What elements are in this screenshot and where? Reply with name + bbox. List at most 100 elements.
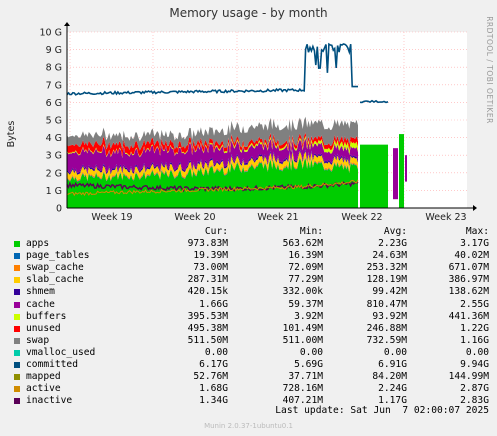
legend-min: 101.49M bbox=[282, 322, 323, 334]
legend-min: 728.16M bbox=[282, 383, 323, 395]
legend-max: 2.55G bbox=[460, 298, 489, 310]
legend-max: 0.00 bbox=[465, 346, 489, 358]
legend-avg: 24.63M bbox=[372, 250, 407, 262]
legend-rows: apps 973.83M 563.62M 2.23G 3.17G page_tables 1… bbox=[12, 238, 492, 407]
legend-min: 332.00k bbox=[282, 286, 323, 298]
area-apps bbox=[67, 157, 358, 208]
legend-cur: 973.83M bbox=[187, 238, 228, 250]
legend-cur: 1.34G bbox=[199, 395, 228, 407]
y-tick-label: 8 G bbox=[46, 63, 62, 74]
legend-min: 37.71M bbox=[288, 371, 323, 383]
legend-name: swap bbox=[26, 334, 50, 346]
y-tick-label: 10 G bbox=[40, 28, 62, 39]
x-tick-label: Week 21 bbox=[257, 212, 298, 223]
x-tick-label: Week 20 bbox=[174, 212, 215, 223]
legend-cur: 495.38M bbox=[187, 322, 228, 334]
legend-avg: 6.91G bbox=[378, 359, 407, 371]
legend-max: 144.99M bbox=[448, 371, 489, 383]
y-tick-label: 9 G bbox=[46, 45, 62, 56]
x-tick-label: Week 23 bbox=[425, 212, 466, 223]
legend-cur: 511.50M bbox=[187, 334, 228, 346]
legend-header: Cur: Min: Avg: Max: bbox=[12, 226, 492, 238]
y-tick-label: 2 G bbox=[46, 168, 62, 179]
legend-avg: 128.19M bbox=[366, 274, 407, 286]
legend-name: vmalloc_used bbox=[26, 346, 96, 358]
legend-avg: 810.47M bbox=[366, 298, 407, 310]
area-fragment bbox=[399, 134, 404, 208]
legend-row-slab-cache: slab_cache 287.31M 77.29M 128.19M 386.97M bbox=[12, 274, 492, 286]
x-tick-label: Week 22 bbox=[341, 212, 382, 223]
legend-name: active bbox=[26, 383, 61, 395]
legend-cur: 73.00M bbox=[193, 262, 228, 274]
legend: Cur: Min: Avg: Max: apps 973.83M 563.62M 2.… bbox=[12, 226, 492, 407]
legend-max: 138.62M bbox=[448, 286, 489, 298]
legend-cur: 287.31M bbox=[187, 274, 228, 286]
legend-name: cache bbox=[26, 298, 55, 310]
legend-name: buffers bbox=[26, 310, 67, 322]
legend-min: 0.00 bbox=[299, 346, 323, 358]
legend-swatch bbox=[14, 277, 20, 284]
munin-footer: Munin 2.0.37-1ubuntu0.1 bbox=[204, 422, 293, 430]
area-cache bbox=[67, 138, 358, 174]
legend-avg: 93.92M bbox=[372, 310, 407, 322]
legend-min: 407.21M bbox=[282, 395, 323, 407]
legend-swatch bbox=[14, 386, 20, 393]
line-active bbox=[66, 179, 359, 197]
legend-swatch bbox=[14, 349, 20, 356]
legend-max: 1.16G bbox=[460, 334, 489, 346]
legend-avg: 0.00 bbox=[383, 346, 407, 358]
legend-avg: 2.24G bbox=[378, 383, 407, 395]
y-tick-label: 3 G bbox=[46, 151, 62, 162]
legend-swatch bbox=[14, 398, 20, 405]
y-tick-labels: 0 1 G 2 G 3 G 4 G 5 G 6 G 7 G 8 G 9 G 10 G bbox=[40, 28, 62, 215]
x-tick-labels: Week 19 Week 20 Week 21 Week 22 Week 23 bbox=[91, 212, 466, 223]
legend-name: inactive bbox=[26, 395, 73, 407]
legend-swatch bbox=[14, 362, 20, 369]
legend-row-inactive: inactive 1.34G 407.21M 1.17G 2.83G bbox=[12, 395, 492, 407]
legend-swatch bbox=[14, 313, 20, 320]
legend-row-unused: unused 495.38M 101.49M 246.88M 1.22G bbox=[12, 323, 492, 335]
legend-max: 1.22G bbox=[460, 322, 489, 334]
rrdtool-label: RRDTOOL / TOBI OETIKER bbox=[485, 16, 494, 124]
legend-row-shmem: shmem 420.15k 332.00k 99.42M 138.62M bbox=[12, 286, 492, 298]
legend-name: slab_cache bbox=[26, 274, 84, 286]
legend-cur: 19.39M bbox=[193, 250, 228, 262]
legend-max: 441.36M bbox=[448, 310, 489, 322]
legend-name: shmem bbox=[26, 286, 55, 298]
last-update: Last update: Sat Jun 7 02:00:07 2025 bbox=[275, 405, 489, 416]
legend-name: page_tables bbox=[26, 250, 90, 262]
legend-min: 16.39M bbox=[288, 250, 323, 262]
legend-max: 9.94G bbox=[460, 359, 489, 371]
legend-min: 3.92M bbox=[294, 310, 323, 322]
legend-header-avg: Avg: bbox=[383, 226, 407, 237]
legend-header-min: Min: bbox=[299, 226, 323, 237]
legend-header-max: Max: bbox=[465, 226, 489, 237]
y-tick-label: 4 G bbox=[46, 133, 62, 144]
legend-avg: 84.20M bbox=[372, 371, 407, 383]
line-inactive bbox=[66, 181, 359, 193]
legend-min: 511.00M bbox=[282, 334, 323, 346]
legend-row-swap-cache: swap_cache 73.00M 72.09M 253.32M 671.07M bbox=[12, 262, 492, 274]
legend-row-swap: swap 511.50M 511.00M 732.59M 1.16G bbox=[12, 335, 492, 347]
legend-swatch bbox=[14, 301, 20, 308]
legend-name: swap_cache bbox=[26, 262, 84, 274]
stacked-areas bbox=[67, 116, 407, 208]
y-tick-label: 0 bbox=[56, 204, 62, 215]
legend-row-active: active 1.68G 728.16M 2.24G 2.87G bbox=[12, 383, 492, 395]
legend-avg: 253.32M bbox=[366, 262, 407, 274]
legend-min: 5.69G bbox=[294, 359, 323, 371]
legend-cur: 52.76M bbox=[193, 371, 228, 383]
legend-name: mapped bbox=[26, 371, 61, 383]
legend-max: 386.97M bbox=[448, 274, 489, 286]
legend-cur: 1.68G bbox=[199, 383, 228, 395]
y-tick-label: 6 G bbox=[46, 98, 62, 109]
area-unused bbox=[67, 132, 358, 158]
legend-name: committed bbox=[26, 359, 78, 371]
legend-cur: 420.15k bbox=[187, 286, 228, 298]
legend-max: 2.87G bbox=[460, 383, 489, 395]
area-fragment bbox=[405, 155, 407, 182]
line-committed bbox=[66, 42, 358, 96]
legend-swatch bbox=[14, 241, 20, 248]
legend-swatch bbox=[14, 265, 20, 272]
